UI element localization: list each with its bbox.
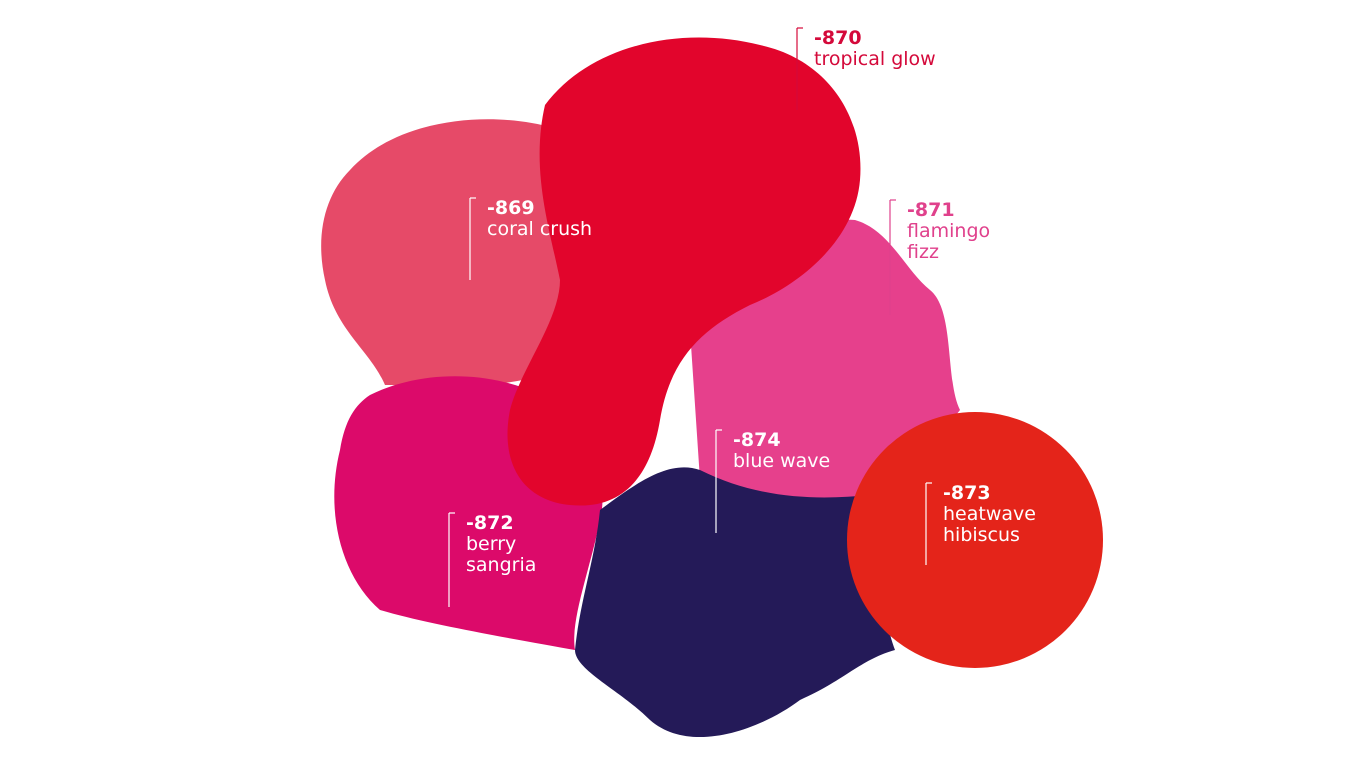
swatch-code: -874 xyxy=(733,429,781,451)
swatch-name: tropical glow xyxy=(814,48,936,70)
heatwave-blob xyxy=(847,412,1103,668)
tropical-blob xyxy=(507,37,861,506)
swatch-name: hibiscus xyxy=(943,524,1020,546)
blue-blob xyxy=(575,467,895,738)
swatch-name: coral crush xyxy=(487,218,592,240)
swatch-code: -873 xyxy=(943,482,991,504)
swatch-name: berry xyxy=(466,533,516,555)
swatch-name: fizz xyxy=(907,241,939,263)
swatch-name: heatwave xyxy=(943,503,1036,525)
swatch-name: flamingo xyxy=(907,220,990,242)
swatch-name: sangria xyxy=(466,554,536,576)
swatch-name: blue wave xyxy=(733,450,830,472)
coral-blob xyxy=(321,119,575,387)
swatch-code: -870 xyxy=(814,27,862,49)
swatch-code: -869 xyxy=(487,197,535,219)
swatch-code: -872 xyxy=(466,512,514,534)
swatch-code: -871 xyxy=(907,199,955,221)
